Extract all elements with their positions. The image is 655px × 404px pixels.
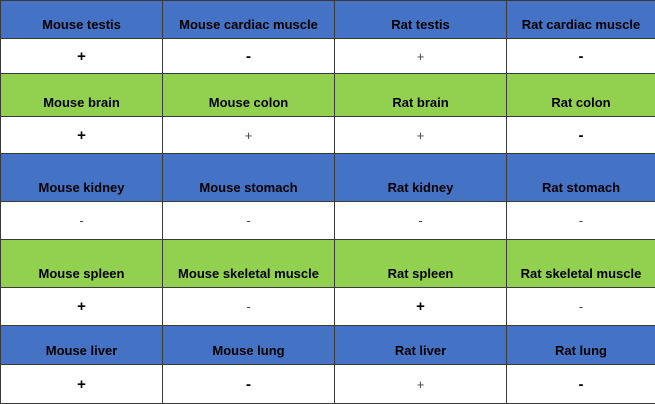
value-row: + + + -	[1, 117, 655, 154]
expression-mark: +	[416, 298, 425, 315]
header-row: Mouse liver Mouse lung Rat liver Rat lun…	[1, 326, 655, 365]
value-cell: +	[1, 365, 163, 404]
header-row: Mouse spleen Mouse skeletal muscle Rat s…	[1, 240, 655, 288]
value-row: + - + -	[1, 39, 655, 74]
value-cell: -	[163, 202, 335, 240]
header-cell: Rat kidney	[335, 154, 507, 202]
value-row: + - + -	[1, 288, 655, 326]
expression-mark: +	[77, 127, 86, 144]
header-cell: Rat liver	[335, 326, 507, 365]
value-cell: -	[335, 202, 507, 240]
value-cell: +	[1, 288, 163, 326]
value-cell: -	[1, 202, 163, 240]
value-cell: +	[335, 39, 507, 74]
header-row: Mouse testis Mouse cardiac muscle Rat te…	[1, 1, 655, 39]
value-cell: -	[163, 365, 335, 404]
header-row: Mouse kidney Mouse stomach Rat kidney Ra…	[1, 154, 655, 202]
expression-mark: +	[77, 376, 86, 393]
header-cell: Rat spleen	[335, 240, 507, 288]
header-cell: Mouse testis	[1, 1, 163, 39]
expression-mark: -	[579, 127, 584, 144]
value-cell: +	[335, 365, 507, 404]
value-cell: +	[163, 117, 335, 154]
header-cell: Rat brain	[335, 74, 507, 117]
value-cell: +	[335, 117, 507, 154]
header-cell: Mouse spleen	[1, 240, 163, 288]
value-cell: -	[507, 365, 655, 404]
header-cell: Rat testis	[335, 1, 507, 39]
expression-mark: -	[246, 213, 250, 228]
value-cell: -	[507, 117, 655, 154]
expression-mark: -	[579, 213, 583, 228]
expression-mark: +	[417, 377, 425, 392]
value-row: + - + -	[1, 365, 655, 404]
header-cell: Rat cardiac muscle	[507, 1, 655, 39]
header-cell: Mouse kidney	[1, 154, 163, 202]
expression-mark: +	[77, 298, 86, 315]
value-cell: -	[507, 39, 655, 74]
expression-mark: -	[579, 299, 583, 314]
value-cell: -	[163, 288, 335, 326]
header-cell: Mouse colon	[163, 74, 335, 117]
value-cell: +	[335, 288, 507, 326]
header-cell: Rat lung	[507, 326, 655, 365]
expression-mark: -	[246, 376, 251, 393]
header-row: Mouse brain Mouse colon Rat brain Rat co…	[1, 74, 655, 117]
header-cell: Mouse skeletal muscle	[163, 240, 335, 288]
value-cell: -	[163, 39, 335, 74]
header-cell: Mouse cardiac muscle	[163, 1, 335, 39]
value-cell: -	[507, 288, 655, 326]
header-cell: Mouse lung	[163, 326, 335, 365]
expression-mark: -	[79, 213, 83, 228]
expression-mark: -	[579, 376, 584, 393]
value-cell: +	[1, 39, 163, 74]
expression-mark: +	[245, 128, 253, 143]
header-cell: Rat colon	[507, 74, 655, 117]
expression-mark: +	[417, 49, 425, 64]
header-cell: Rat skeletal muscle	[507, 240, 655, 288]
header-cell: Rat stomach	[507, 154, 655, 202]
header-cell: Mouse brain	[1, 74, 163, 117]
expression-mark: -	[246, 48, 251, 65]
expression-mark: +	[77, 48, 86, 65]
value-cell: +	[1, 117, 163, 154]
header-cell: Mouse liver	[1, 326, 163, 365]
value-cell: -	[507, 202, 655, 240]
expression-mark: +	[417, 128, 425, 143]
expression-mark: -	[579, 48, 584, 65]
expression-mark: -	[418, 213, 422, 228]
header-cell: Mouse stomach	[163, 154, 335, 202]
expression-mark: -	[246, 299, 250, 314]
value-row: - - - -	[1, 202, 655, 240]
